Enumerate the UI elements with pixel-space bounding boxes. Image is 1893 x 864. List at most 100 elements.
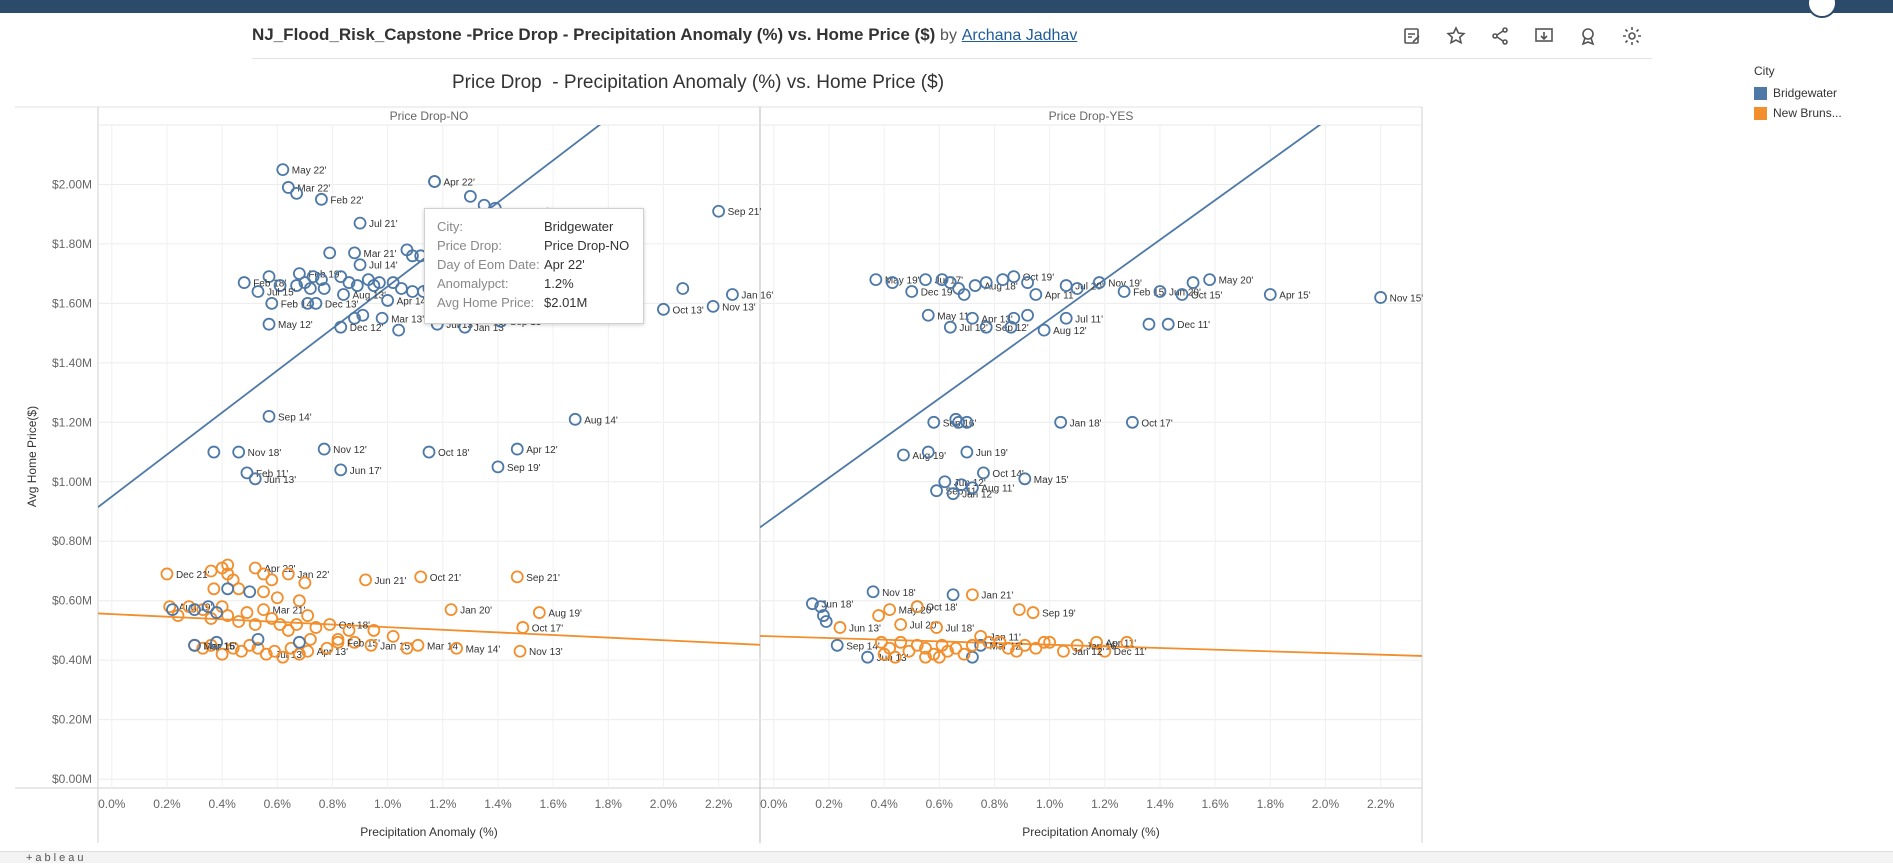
edit-icon[interactable] xyxy=(1400,24,1424,48)
data-label: Jul 21' xyxy=(369,219,398,230)
data-point xyxy=(919,650,932,664)
data-point xyxy=(240,466,254,480)
data-label: Nov 18' xyxy=(882,588,916,599)
data-label: Jun 13' xyxy=(849,623,881,634)
data-point xyxy=(513,644,527,658)
data-point xyxy=(532,606,546,619)
data-label: Apr 11' xyxy=(1045,290,1076,301)
data-point xyxy=(974,638,988,652)
data-point xyxy=(188,638,201,652)
data-point xyxy=(334,320,348,334)
data-label: Apr 12' xyxy=(526,445,557,456)
x-tick-label: 0.8% xyxy=(319,797,347,811)
data-point xyxy=(309,621,323,634)
data-point xyxy=(1059,311,1073,325)
data-point xyxy=(910,638,924,652)
data-label: Oct 19' xyxy=(1023,273,1054,284)
data-label: Dec 11' xyxy=(1114,647,1147,658)
data-point xyxy=(894,618,908,631)
tooltip-row-date: Day of Eom Date: Apr 22' xyxy=(437,257,585,272)
legend-item-new-brunswick[interactable]: New Bruns... xyxy=(1754,103,1842,123)
data-label: Oct 15' xyxy=(1191,290,1222,301)
data-point xyxy=(1203,273,1217,287)
data-point xyxy=(1007,270,1021,284)
data-point xyxy=(938,475,952,489)
data-point xyxy=(568,412,582,426)
data-label: Aug 12' xyxy=(1053,326,1087,337)
data-label: Apr 15' xyxy=(1279,290,1310,301)
data-label: Jun 13' xyxy=(877,653,909,664)
data-point xyxy=(337,288,350,301)
data-point xyxy=(334,463,348,477)
data-label: Mar 12' xyxy=(990,641,1023,652)
data-point xyxy=(1021,276,1034,289)
data-point xyxy=(248,618,262,631)
data-point xyxy=(210,635,224,649)
data-point xyxy=(303,282,317,295)
data-point xyxy=(1070,638,1084,652)
data-label: Nov 13' xyxy=(529,647,563,658)
data-point xyxy=(386,629,400,643)
data-label: Jul 11' xyxy=(1075,314,1103,325)
data-label: May 11' xyxy=(937,311,971,322)
y-tick-label: $1.80M xyxy=(52,237,92,251)
data-point xyxy=(1175,288,1189,301)
data-point xyxy=(163,600,177,614)
data-label: Sep 21' xyxy=(526,573,560,584)
data-label: Oct 18' xyxy=(926,603,957,614)
data-point xyxy=(1029,641,1043,655)
x-tick-label: 1.6% xyxy=(1201,797,1229,811)
data-point xyxy=(323,618,337,631)
data-point xyxy=(207,582,221,596)
data-point xyxy=(491,460,505,474)
legend-item-bridgewater[interactable]: Bridgewater xyxy=(1754,83,1842,103)
data-label: Dec 21' xyxy=(176,570,210,581)
data-point xyxy=(265,612,279,625)
data-point xyxy=(342,276,356,289)
data-point xyxy=(301,296,315,310)
data-point xyxy=(965,481,979,495)
tooltip-row-anomaly: Anomalypct: 1.2% xyxy=(437,276,574,291)
download-icon[interactable] xyxy=(1532,24,1556,48)
data-label: Mar 21' xyxy=(364,249,397,260)
data-label: Dec 19' xyxy=(921,287,955,298)
data-label: Sep 14' xyxy=(278,412,312,423)
y-tick-label: $0.80M xyxy=(52,534,92,548)
data-label: May 20' xyxy=(1219,276,1254,287)
data-label: Feb 11' xyxy=(256,469,288,480)
data-point xyxy=(1001,641,1015,655)
data-point xyxy=(993,635,1007,649)
data-label: May 12' xyxy=(278,320,313,331)
data-point xyxy=(375,311,389,325)
y-axis-label: Avg Home Price($) xyxy=(25,406,39,507)
data-label: Jun 17' xyxy=(350,466,382,477)
data-point xyxy=(977,466,990,480)
data-point xyxy=(235,644,248,658)
data-point xyxy=(1010,644,1023,658)
x-tick-label: 0.4% xyxy=(870,797,898,811)
settings-icon[interactable] xyxy=(1620,24,1644,48)
data-point xyxy=(262,270,276,284)
data-point xyxy=(516,621,530,634)
star-icon[interactable] xyxy=(1444,24,1468,48)
data-label: Apr 13' xyxy=(981,314,1012,325)
data-point xyxy=(869,273,883,287)
data-point xyxy=(290,186,304,200)
data-point xyxy=(927,415,941,429)
data-point xyxy=(232,445,246,459)
data-point xyxy=(886,276,899,289)
data-point xyxy=(894,635,908,649)
data-label: Jul 20' xyxy=(1075,282,1104,293)
x-tick-label: 2.2% xyxy=(705,797,733,811)
data-point xyxy=(262,409,276,423)
data-label: Mar 22' xyxy=(297,183,330,194)
x-tick-label: 0.6% xyxy=(264,797,292,811)
user-avatar[interactable] xyxy=(1807,0,1837,18)
author-link[interactable]: Archana Jadhav xyxy=(961,27,1078,44)
share-icon[interactable] xyxy=(1488,24,1512,48)
data-label: Sep 19' xyxy=(507,463,541,474)
data-point xyxy=(292,594,306,608)
data-label: Jan 21' xyxy=(981,591,1013,602)
badge-icon[interactable] xyxy=(1576,24,1600,48)
data-label: Nov 18' xyxy=(248,448,282,459)
